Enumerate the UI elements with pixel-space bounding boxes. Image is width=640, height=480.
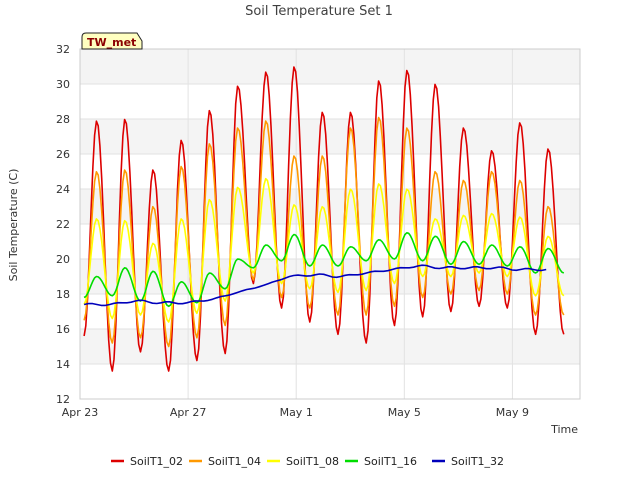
station-badge: TW_met bbox=[81, 32, 143, 50]
x-axis-label: Time bbox=[550, 423, 578, 436]
plot-band bbox=[80, 119, 580, 154]
plot-band bbox=[80, 84, 580, 119]
legend-label: SoilT1_16 bbox=[364, 455, 417, 468]
legend-label: SoilT1_04 bbox=[208, 455, 261, 468]
y-tick-label: 28 bbox=[56, 113, 70, 126]
y-tick-label: 18 bbox=[56, 288, 70, 301]
badge-label: TW_met bbox=[87, 36, 136, 49]
series-line-soilt1_16 bbox=[83, 232, 565, 308]
x-tick-label: May 9 bbox=[496, 406, 529, 419]
legend: SoilT1_02 SoilT1_04 SoilT1_08 SoilT1_16 Soil… bbox=[111, 455, 504, 468]
legend-item-soilt1_08: SoilT1_08 bbox=[267, 455, 339, 468]
x-tick-label: Apr 23 bbox=[62, 406, 99, 419]
plot-band bbox=[80, 364, 580, 399]
series-lines bbox=[83, 66, 565, 372]
legend-item-soilt1_02: SoilT1_02 bbox=[111, 455, 183, 468]
y-tick-label: 16 bbox=[56, 323, 70, 336]
x-tick-label: May 1 bbox=[280, 406, 313, 419]
legend-item-soilt1_16: SoilT1_16 bbox=[345, 455, 417, 468]
x-axis: Apr 23 Apr 27 May 1 May 5 May 9 bbox=[62, 406, 529, 419]
y-tick-label: 22 bbox=[56, 218, 70, 231]
y-tick-label: 30 bbox=[56, 78, 70, 91]
legend-label: SoilT1_02 bbox=[130, 455, 183, 468]
y-tick-label: 32 bbox=[56, 43, 70, 56]
y-tick-label: 20 bbox=[56, 253, 70, 266]
series-line-soilt1_32 bbox=[83, 264, 547, 307]
y-axis: 12 14 16 18 20 22 24 26 28 30 32 bbox=[56, 43, 70, 406]
y-tick-label: 14 bbox=[56, 358, 70, 371]
x-tick-label: Apr 27 bbox=[170, 406, 207, 419]
series-line-soilt1_08 bbox=[83, 177, 565, 323]
y-tick-label: 24 bbox=[56, 183, 70, 196]
legend-label: SoilT1_32 bbox=[451, 455, 504, 468]
plot-frame bbox=[79, 48, 581, 400]
plot-band bbox=[80, 329, 580, 364]
chart-title: Soil Temperature Set 1 bbox=[245, 4, 393, 19]
legend-label: SoilT1_08 bbox=[286, 455, 339, 468]
y-axis-label: Soil Temperature (C) bbox=[7, 169, 20, 282]
x-tick-label: May 5 bbox=[388, 406, 421, 419]
y-tick-label: 26 bbox=[56, 148, 70, 161]
legend-item-soilt1_04: SoilT1_04 bbox=[189, 455, 261, 468]
y-tick-label: 12 bbox=[56, 393, 70, 406]
plot-band bbox=[80, 49, 580, 84]
badge-shape bbox=[81, 32, 143, 50]
legend-item-soilt1_32: SoilT1_32 bbox=[432, 455, 504, 468]
